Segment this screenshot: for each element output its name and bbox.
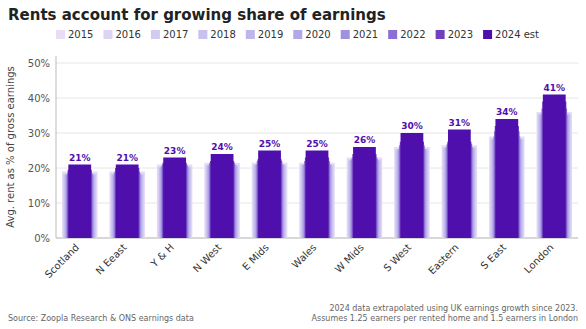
legend-label: 2022 (400, 29, 425, 40)
y-tick-label: 40% (28, 93, 50, 104)
chart: Rents account for growing share of earni… (0, 0, 586, 329)
bar (543, 95, 566, 239)
legend-swatch (436, 30, 445, 39)
bar (401, 133, 424, 238)
data-label: 23% (164, 146, 186, 156)
title: Rents account for growing share of earni… (8, 6, 386, 24)
data-label: 25% (259, 139, 281, 149)
legend-swatch (246, 30, 255, 39)
x-tick-label: N Eeast (94, 242, 129, 277)
bar (353, 147, 376, 238)
data-label: 25% (306, 139, 328, 149)
x-tick-label: N West (191, 242, 224, 275)
data-label: 21% (69, 153, 91, 163)
legend-label: 2019 (258, 29, 283, 40)
data-label: 24% (211, 142, 233, 152)
legend-label: 2021 (353, 29, 378, 40)
grid-line (56, 63, 578, 64)
legend-label: 2015 (68, 29, 93, 40)
x-tick-label: S West (381, 242, 413, 274)
legend-label: 2017 (163, 29, 188, 40)
y-tick-label: 0% (34, 233, 50, 244)
legend-swatch (151, 30, 160, 39)
x-tick-label: Y & H (148, 242, 176, 270)
data-label: 31% (449, 118, 471, 128)
x-tick-label: E Mids (240, 242, 271, 273)
x-tick-label: Eastern (426, 242, 461, 277)
data-label: 41% (543, 83, 565, 93)
x-tick-label: London (522, 242, 556, 276)
legend-swatch (388, 30, 397, 39)
data-label: 30% (401, 121, 423, 131)
bar (163, 158, 186, 239)
y-tick-label: 20% (28, 163, 50, 174)
legend-swatch (103, 30, 112, 39)
legend-swatch (341, 30, 350, 39)
bar (116, 165, 139, 239)
x-tick-label: S East (478, 242, 508, 272)
y-tick-label: 50% (28, 58, 50, 69)
data-label: 21% (116, 153, 138, 163)
legend-swatch (483, 30, 492, 39)
bar (211, 154, 234, 238)
note-line: 2024 data extrapolated using UK earnings… (329, 304, 578, 313)
data-label: 26% (354, 135, 376, 145)
legend-label: 2023 (448, 29, 473, 40)
legend-swatch (56, 30, 65, 39)
x-tick-label: Wales (290, 242, 319, 271)
y-tick-label: 30% (28, 128, 50, 139)
y-tick-label: 10% (28, 198, 50, 209)
bar (258, 151, 281, 239)
x-tick-label: W Mids (333, 242, 366, 275)
note: 2024 data extrapolated using UK earnings… (312, 304, 578, 323)
note-line: Assumes 1.25 earners per rented home and… (312, 314, 578, 323)
bar (68, 165, 91, 239)
x-tick-label: Scotland (43, 242, 82, 281)
y-axis-line (56, 56, 57, 238)
legend-label: 2016 (115, 29, 140, 40)
bar (448, 130, 471, 239)
y-axis-label: Avg. rent as % of gross earnings (5, 66, 16, 228)
data-label: 34% (496, 107, 518, 117)
legend-swatch (293, 30, 302, 39)
bars (62, 95, 572, 239)
grid-line (56, 98, 578, 99)
legend-swatch (198, 30, 207, 39)
source: Source: Zoopla Research & ONS earnings d… (8, 314, 194, 323)
bar (495, 119, 518, 238)
legend-label: 2020 (305, 29, 330, 40)
legend-label: 2024 est (495, 29, 539, 40)
legend-label: 2018 (210, 29, 235, 40)
bar (306, 151, 329, 239)
